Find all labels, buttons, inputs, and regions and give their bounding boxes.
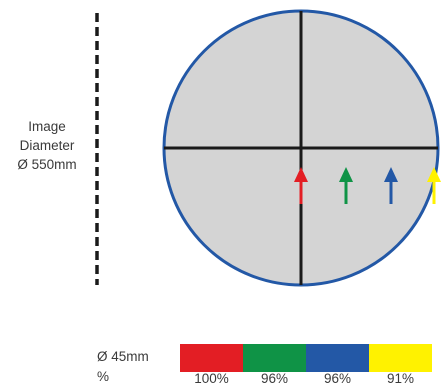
arrow-edge-icon bbox=[427, 167, 441, 204]
legend-bar-4 bbox=[369, 344, 432, 372]
legend-percent-values: 100% 96% 96% 91% bbox=[194, 371, 414, 385]
arrow-zone-2-icon bbox=[339, 167, 353, 204]
legend-value-3: 96% bbox=[324, 371, 351, 385]
arrow-zone-3-icon bbox=[384, 167, 398, 204]
image-label-line1: Image bbox=[28, 119, 66, 134]
legend-bar-1 bbox=[180, 344, 243, 372]
legend-label-line1: Ø 45mm bbox=[97, 349, 149, 364]
image-label-line3: Ø 550mm bbox=[17, 157, 76, 172]
legend-label-line2: % bbox=[97, 369, 109, 384]
legend-bar-2 bbox=[243, 344, 306, 372]
legend-bar-3 bbox=[306, 344, 369, 372]
field-position-arrows bbox=[294, 167, 441, 204]
arrow-head bbox=[339, 167, 353, 182]
arrow-head bbox=[384, 167, 398, 182]
image-label-line2: Diameter bbox=[20, 138, 75, 153]
legend-value-4: 91% bbox=[387, 371, 414, 385]
legend-value-2: 96% bbox=[261, 371, 288, 385]
legend-value-1: 100% bbox=[194, 371, 229, 385]
legend-color-bars bbox=[180, 344, 432, 372]
arrow-center-icon bbox=[294, 167, 308, 204]
arrow-head bbox=[427, 167, 441, 182]
arrow-head bbox=[294, 167, 308, 182]
